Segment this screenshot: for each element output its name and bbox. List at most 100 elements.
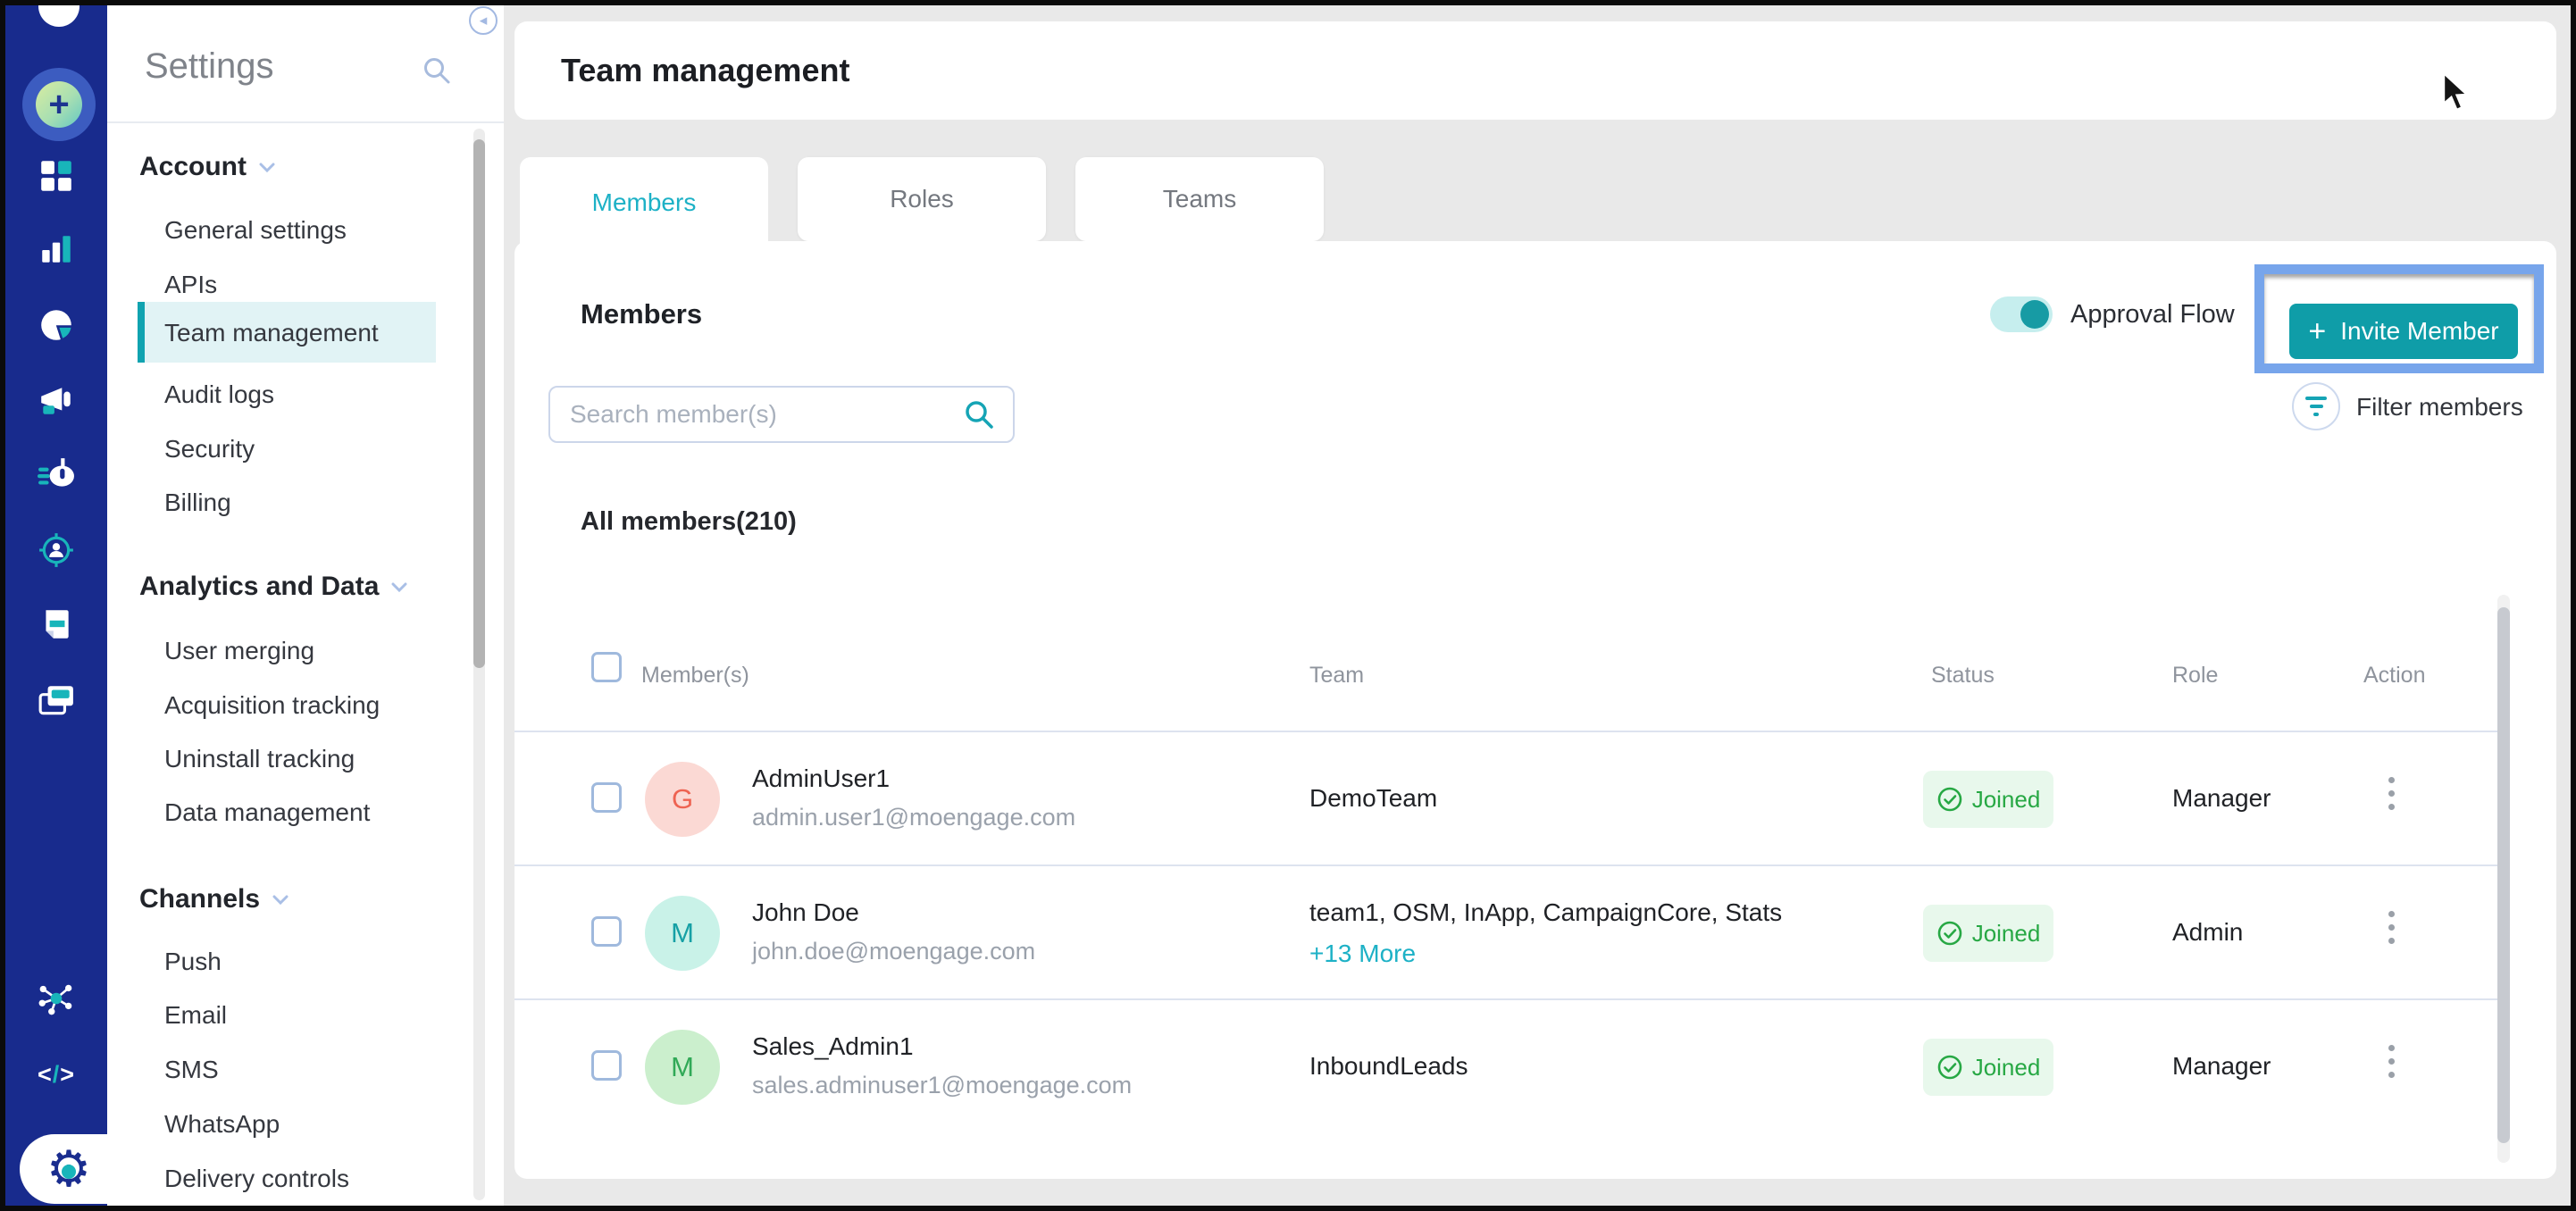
settings-active-notch: ⚙ — [20, 1134, 107, 1204]
row-checkbox[interactable] — [591, 782, 622, 813]
filter-members-label[interactable]: Filter members — [2356, 393, 2523, 421]
member-name: Sales_Admin1 — [752, 1032, 914, 1060]
tab-members[interactable]: Members — [520, 157, 768, 248]
filter-icon[interactable] — [2292, 382, 2340, 430]
status-badge: Joined — [1923, 905, 2053, 962]
approval-flow-label: Approval Flow — [2070, 300, 2235, 329]
row-actions-menu-icon[interactable] — [2383, 1040, 2400, 1083]
nav-section-channels[interactable]: Channels — [139, 884, 289, 915]
nav-item-delivery-controls[interactable]: Delivery controls — [164, 1165, 349, 1192]
nav-item-general-settings[interactable]: General settings — [164, 216, 347, 244]
collapse-panel-button[interactable]: ◂ — [469, 6, 498, 35]
settings-nav-panel: Settings Account General settings APIs T… — [107, 5, 504, 1206]
member-role: Manager — [2172, 1052, 2271, 1080]
column-header-role: Role — [2172, 663, 2219, 688]
row-checkbox[interactable] — [591, 916, 622, 947]
settings-scrollbar-thumb[interactable] — [473, 139, 485, 668]
tab-roles[interactable]: Roles — [798, 157, 1046, 241]
row-actions-menu-icon[interactable] — [2383, 906, 2400, 949]
column-header-team: Team — [1309, 663, 1365, 688]
dashboard-icon[interactable] — [38, 157, 75, 195]
integrations-hub-icon[interactable] — [38, 980, 75, 1017]
member-team: team1, OSM, InApp, CampaignCore, Stats +1… — [1309, 898, 1783, 967]
audience-target-icon[interactable] — [38, 531, 75, 569]
check-circle-icon — [1937, 1055, 1961, 1080]
select-all-checkbox[interactable] — [591, 652, 622, 682]
avatar: M — [645, 1030, 720, 1105]
chevron-down-icon — [259, 163, 275, 172]
content-doc-icon[interactable] — [38, 606, 75, 643]
settings-panel-title: Settings — [145, 46, 274, 86]
nav-section-analytics-data[interactable]: Analytics and Data — [139, 572, 407, 602]
cards-layers-icon[interactable] — [38, 681, 75, 719]
nav-item-push[interactable]: Push — [164, 948, 222, 975]
table-row: M John Doe john.doe@moengage.com team1, … — [514, 864, 2497, 998]
chevron-down-icon — [272, 895, 289, 905]
member-search-input[interactable] — [570, 400, 963, 429]
member-email: john.doe@moengage.com — [752, 938, 1036, 965]
member-name: AdminUser1 — [752, 764, 891, 792]
settings-scrollbar[interactable] — [473, 129, 485, 1200]
invite-member-button[interactable]: + Invite Member — [2289, 304, 2518, 359]
nav-item-billing[interactable]: Billing — [164, 489, 231, 516]
status-badge: Joined — [1923, 1039, 2053, 1096]
team-more-link[interactable]: +13 More — [1309, 940, 1417, 967]
members-content-card: Members Approval Flow + Invite Member Fi… — [514, 241, 2556, 1179]
all-members-count: All members(210) — [581, 507, 797, 536]
member-email: sales.adminuser1@moengage.com — [752, 1072, 1133, 1098]
table-scrollbar-thumb[interactable] — [2497, 607, 2510, 1143]
nav-item-data-management[interactable]: Data management — [164, 798, 371, 826]
boost-icon[interactable] — [38, 455, 75, 493]
column-header-action: Action — [2363, 663, 2426, 688]
nav-item-email[interactable]: Email — [164, 1001, 228, 1029]
member-email: admin.user1@moengage.com — [752, 804, 1076, 831]
row-actions-menu-icon[interactable] — [2383, 772, 2400, 815]
column-header-members: Member(s) — [641, 663, 749, 688]
member-search-box — [548, 386, 1015, 443]
member-name: John Doe — [752, 898, 859, 926]
settings-search-icon[interactable] — [422, 55, 452, 90]
analytics-icon[interactable] — [38, 230, 75, 268]
approval-flow-toggle[interactable] — [1990, 296, 2053, 332]
selected-item-highlight — [138, 302, 436, 363]
member-role: Admin — [2172, 918, 2244, 946]
row-checkbox[interactable] — [591, 1050, 622, 1081]
table-row: M Sales_Admin1 sales.adminuser1@moengage… — [514, 998, 2497, 1132]
plus-icon: + — [2308, 314, 2327, 348]
column-header-status: Status — [1931, 663, 1995, 688]
page-header-card: Team management — [514, 21, 2556, 120]
nav-item-apis[interactable]: APIs — [164, 271, 218, 298]
create-new-button[interactable]: + — [22, 68, 96, 141]
developer-code-icon[interactable]: </> — [37, 1060, 76, 1088]
nav-item-audit-logs[interactable]: Audit logs — [164, 380, 274, 408]
toggle-knob — [2020, 300, 2049, 329]
avatar: M — [645, 896, 720, 971]
segments-pie-icon[interactable] — [38, 306, 75, 344]
tab-teams[interactable]: Teams — [1075, 157, 1324, 241]
search-icon[interactable] — [963, 398, 995, 430]
nav-section-account[interactable]: Account — [139, 152, 275, 182]
members-heading: Members — [581, 298, 703, 330]
table-header: Member(s) Team Status Role Action — [514, 641, 2497, 731]
nav-item-security[interactable]: Security — [164, 435, 255, 463]
campaigns-megaphone-icon[interactable] — [38, 382, 75, 420]
mouse-cursor — [2442, 73, 2470, 112]
nav-item-sms[interactable]: SMS — [164, 1056, 219, 1083]
nav-item-uninstall-tracking[interactable]: Uninstall tracking — [164, 745, 355, 773]
selected-item-bar — [138, 302, 145, 363]
nav-item-team-management[interactable]: Team management — [164, 319, 379, 347]
member-team: InboundLeads — [1309, 1052, 1468, 1080]
avatar: G — [645, 762, 720, 837]
nav-item-whatsapp[interactable]: WhatsApp — [164, 1110, 280, 1138]
settings-gear-icon[interactable]: ⚙ — [41, 1141, 96, 1197]
page-title: Team management — [561, 52, 850, 88]
member-role: Manager — [2172, 784, 2271, 812]
table-scrollbar[interactable] — [2497, 595, 2510, 1163]
nav-item-acquisition-tracking[interactable]: Acquisition tracking — [164, 691, 381, 719]
brand-logo-icon[interactable] — [38, 5, 79, 27]
plus-icon: + — [36, 81, 82, 128]
nav-item-user-merging[interactable]: User merging — [164, 637, 315, 664]
check-circle-icon — [1937, 787, 1961, 812]
member-team: DemoTeam — [1309, 784, 1438, 812]
